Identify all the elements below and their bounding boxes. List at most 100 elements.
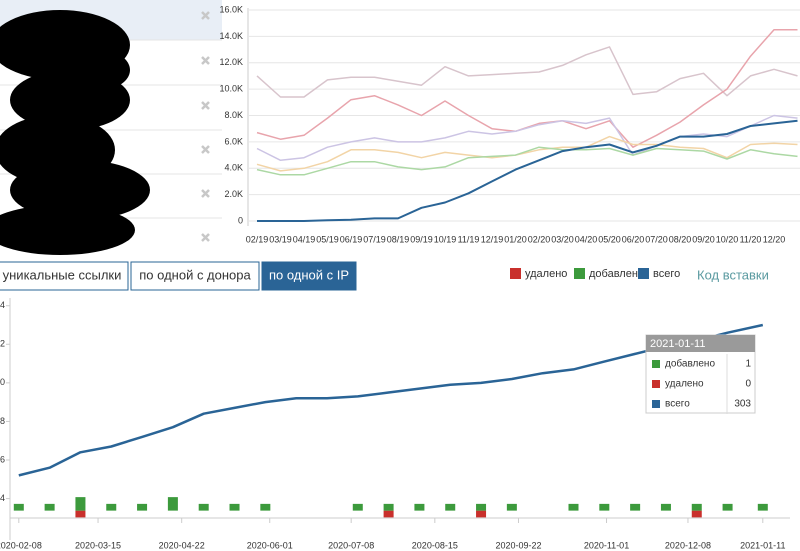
bar <box>106 503 117 511</box>
total-line <box>18 323 764 477</box>
x-tick-label: 2020-07-08 <box>328 540 374 550</box>
tooltip-name: удалено <box>665 379 704 390</box>
y-tick-label: 4.0K <box>224 163 243 173</box>
sidebar <box>0 0 222 255</box>
y-tick-label: 0 <box>0 377 5 387</box>
tab-button[interactable] <box>130 261 260 291</box>
tooltip-title: 2021-01-11 <box>650 338 705 350</box>
x-tick-label: 2020-02-08 <box>0 540 42 550</box>
x-tick-label: 11/20 <box>740 234 762 244</box>
x-tick-label: 09/20 <box>692 234 715 244</box>
tab-button[interactable] <box>261 261 357 291</box>
y-tick-label: 12.0K <box>219 57 243 67</box>
series-line <box>256 114 798 162</box>
bar <box>44 503 55 511</box>
y-tick-label: 8.0K <box>224 110 243 120</box>
bar <box>476 510 487 518</box>
series-line <box>256 135 798 172</box>
tab-label[interactable]: по одной с IP <box>269 267 349 282</box>
legend-swatch <box>574 268 585 279</box>
tooltip-name: добавлено <box>665 358 715 370</box>
legend-swatch <box>510 268 521 279</box>
x-tick-label: 04/19 <box>293 234 316 244</box>
bar <box>198 503 209 511</box>
bar <box>660 503 671 511</box>
x-tick-label: 06/19 <box>340 234 363 244</box>
y-tick-label: 14.0K <box>219 31 243 41</box>
y-tick-label: 4 <box>0 300 5 310</box>
series-line <box>256 146 798 176</box>
y-tick-label: 8 <box>0 416 5 426</box>
bar <box>506 503 517 511</box>
tooltip: 2021-01-11 добавлено 1 удалено 0 всего 303 <box>645 334 756 414</box>
bar <box>445 503 456 511</box>
bar <box>167 497 178 511</box>
series-line <box>256 29 798 148</box>
embed-link[interactable]: Код вставки <box>697 267 769 282</box>
bar <box>260 503 271 511</box>
bar <box>599 503 610 511</box>
x-tick-label: 2021-01-11 <box>740 540 785 550</box>
x-tick-label: 2020-11-01 <box>584 540 629 550</box>
x-tick-label: 2020-12-08 <box>665 540 711 550</box>
bar <box>691 510 702 518</box>
bar <box>757 503 768 511</box>
series-line <box>256 46 798 98</box>
legend-label: всего <box>653 268 680 280</box>
x-tick-label: 05/19 <box>316 234 339 244</box>
y-tick-label: 6.0K <box>224 136 243 146</box>
y-tick-label: 2.0K <box>224 189 243 199</box>
x-tick-label: 02/20 <box>528 234 551 244</box>
y-tick-label: 0 <box>238 215 243 225</box>
tooltip-swatch <box>652 360 660 368</box>
legend-label: удалено <box>525 268 567 280</box>
y-tick-label: 6 <box>0 454 5 464</box>
x-tick-label: 03/19 <box>269 234 292 244</box>
tooltip-name: всего <box>665 399 690 410</box>
x-tick-label: 2020-08-15 <box>412 540 458 550</box>
close-icons[interactable] <box>201 11 210 242</box>
bar <box>229 503 240 511</box>
x-tick-label: 2020-04-22 <box>159 540 205 550</box>
bar <box>13 503 24 511</box>
x-tick-label: 10/19 <box>434 234 457 244</box>
bar <box>568 503 579 511</box>
tab-label[interactable]: по одной с донора <box>139 267 251 282</box>
bar <box>414 503 425 511</box>
x-tick-label: 10/20 <box>716 234 739 244</box>
y-tick-label: 16.0K <box>219 4 243 14</box>
x-tick-label: 07/19 <box>363 234 386 244</box>
x-tick-label: 12/19 <box>481 234 504 244</box>
y-tick-label: 2 <box>0 339 5 349</box>
tab-label[interactable]: уникальные ссылки <box>3 267 122 282</box>
tab-button[interactable] <box>0 261 129 291</box>
bar <box>722 503 733 511</box>
tooltip-value: 0 <box>745 379 751 390</box>
x-tick-label: 02/19 <box>246 234 269 244</box>
x-tick-label: 06/20 <box>622 234 645 244</box>
bar <box>352 503 363 511</box>
tooltip-swatch <box>652 380 660 388</box>
x-tick-label: 07/20 <box>645 234 668 244</box>
x-tick-label: 12/20 <box>763 234 786 244</box>
x-tick-label: 09/19 <box>410 234 433 244</box>
x-tick-label: 04/20 <box>575 234 598 244</box>
bar <box>137 503 148 511</box>
x-tick-label: 2020-09-22 <box>495 540 541 550</box>
bar <box>691 503 702 511</box>
x-tick-label: 11/19 <box>458 234 480 244</box>
bar <box>383 510 394 518</box>
x-tick-label: 2020-06-01 <box>247 540 293 550</box>
legend-label: добавлено <box>589 268 644 280</box>
tooltip-swatch <box>652 400 660 408</box>
series-line <box>257 119 798 222</box>
tooltip-value: 303 <box>734 399 751 410</box>
x-tick-label: 03/20 <box>551 234 574 244</box>
tooltip-value: 1 <box>745 359 751 370</box>
redaction <box>0 10 150 255</box>
x-tick-label: 08/19 <box>387 234 410 244</box>
y-tick-label: 10.0K <box>219 84 243 94</box>
bar <box>383 503 394 511</box>
legend-swatch <box>638 268 649 279</box>
x-tick-label: 08/20 <box>669 234 692 244</box>
